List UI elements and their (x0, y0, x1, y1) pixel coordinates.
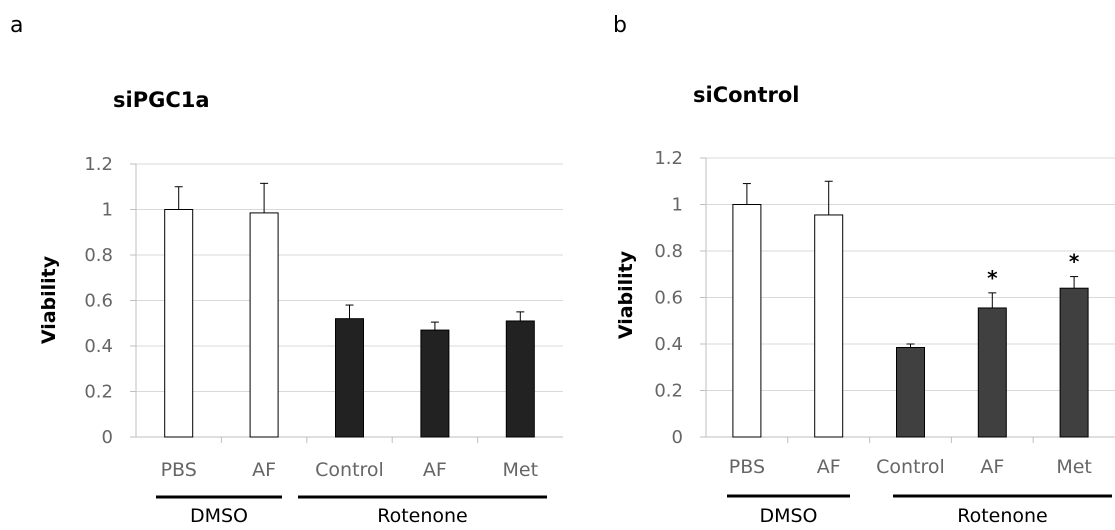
y-tick-label: 1 (102, 200, 113, 221)
group-label: DMSO (190, 505, 248, 527)
bar (977, 307, 1007, 438)
group-label: Rotenone (377, 505, 468, 527)
category-label: AF (980, 456, 1004, 478)
panel-a: a siPGC1a Viability 0 0.2 0.4 0.6 0.8 1 1.2 PBS… (10, 13, 563, 527)
y-tick-label: 0.4 (84, 336, 113, 357)
panel-label: a (10, 13, 23, 38)
significance-marker: * (987, 266, 998, 290)
y-axis-label: Viability (615, 250, 637, 339)
y-tick-label: 0.6 (84, 291, 113, 312)
bar (420, 329, 450, 438)
bar (164, 209, 194, 438)
significance-marker: * (1069, 250, 1080, 274)
category-label: AF (252, 459, 276, 481)
y-tick-label: 1.2 (654, 148, 683, 169)
bar (505, 320, 535, 438)
y-tick-label: 0.4 (654, 334, 683, 355)
bar (732, 204, 762, 438)
y-tick-label: 0.8 (654, 241, 683, 262)
y-axis-label: Viability (38, 255, 60, 344)
y-tick-label: 0.2 (654, 381, 683, 402)
category-label: Control (315, 459, 384, 481)
y-tick-label: 1.2 (84, 154, 113, 175)
bar (1059, 287, 1089, 438)
y-tick-label: 0 (102, 427, 113, 448)
y-tick-label: 0.8 (84, 245, 113, 266)
chart-title: siPGC1a (113, 88, 210, 112)
group-label: Rotenone (957, 505, 1048, 527)
bar (335, 318, 364, 438)
group-label: DMSO (759, 505, 817, 527)
plot-area: 0 0.2 0.4 0.6 0.8 1 1.2 PBS AF Control AF * Met * DMSO… (654, 148, 1115, 527)
chart-title: siControl (693, 83, 800, 107)
panel-b: b siControl Viability 0 0.2 0.4 0.6 0.8 1 1.2 P… (613, 13, 1115, 527)
category-label: PBS (729, 456, 765, 478)
category-label: AF (423, 459, 447, 481)
y-tick-label: 1 (672, 195, 683, 216)
y-tick-label: 0 (672, 427, 683, 448)
plot-area: 0 0.2 0.4 0.6 0.8 1 1.2 PBS AF Control AF Met DMSO Ro… (84, 154, 563, 527)
bar (814, 214, 844, 438)
category-label: Met (503, 459, 539, 481)
category-label: AF (817, 456, 841, 478)
category-label: PBS (161, 459, 197, 481)
panel-label: b (613, 13, 627, 38)
category-label: Met (1056, 456, 1092, 478)
bar (249, 212, 279, 438)
y-tick-label: 0.6 (654, 288, 683, 309)
y-tick-label: 0.2 (84, 382, 113, 403)
bar (896, 346, 925, 438)
category-label: Control (876, 456, 945, 478)
